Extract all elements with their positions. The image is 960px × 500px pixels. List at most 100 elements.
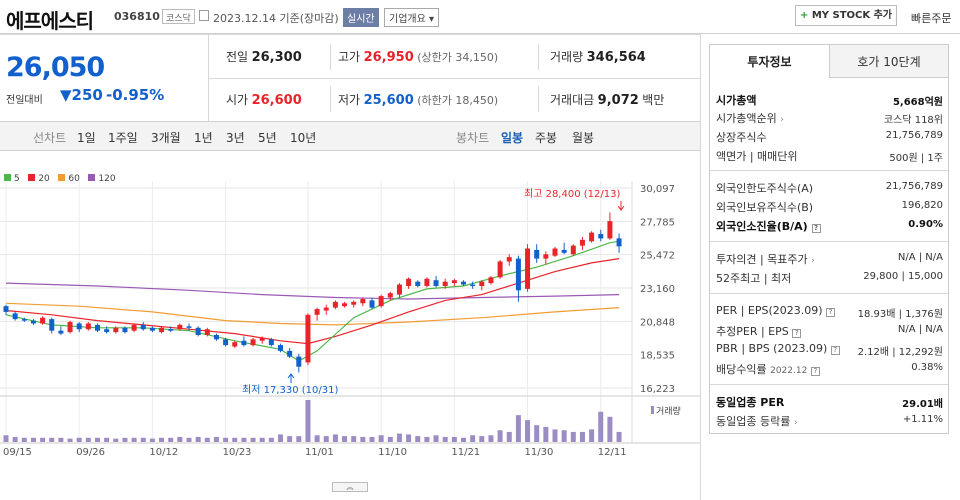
chart-scroll-handle[interactable]: ︽	[332, 482, 368, 492]
period-tab-4[interactable]: 3년	[226, 131, 245, 145]
divider	[538, 86, 539, 112]
ma20-label: 20	[38, 174, 50, 184]
volume-bar	[3, 435, 9, 442]
divider	[710, 241, 948, 242]
foreign-limit-value: 21,756,789	[885, 181, 943, 192]
stock-header	[0, 0, 960, 34]
candle-body	[67, 322, 73, 333]
volume-bar	[552, 429, 558, 442]
tab-line-chart[interactable]: 선차트	[33, 131, 67, 145]
volume-bar	[579, 431, 585, 442]
candle-body	[131, 324, 137, 331]
period-tab-6[interactable]: 10년	[290, 131, 317, 145]
candle-body	[598, 234, 604, 239]
amount-label: 거래대금	[550, 93, 595, 107]
pbr-value: 2.12배 | 12,292원	[857, 347, 943, 358]
y-tick-label: 16,223	[640, 384, 675, 395]
lower-limit: (하한가 18,450)	[417, 94, 499, 107]
ma20-swatch	[28, 174, 36, 181]
help-icon[interactable]: ?	[826, 308, 836, 317]
period-tab-5[interactable]: 5년	[258, 131, 277, 145]
volume-bar	[415, 436, 421, 442]
foreign-ratio-label: 외국인소진율(B/A) ?	[716, 218, 821, 234]
candle-body	[433, 280, 439, 286]
x-tick-label: 11/21	[451, 447, 480, 458]
chart-tab-bar	[0, 121, 700, 151]
x-tick-label: 11/10	[378, 447, 407, 458]
volume-bar	[561, 430, 567, 442]
period-tab-3[interactable]: 1년	[194, 131, 213, 145]
candle-tab-1[interactable]: 주봉	[535, 131, 558, 145]
candle-body	[396, 284, 402, 295]
x-tick-label: 12/11	[598, 447, 627, 458]
volume-bar	[607, 416, 613, 442]
divider	[208, 34, 209, 121]
market-cap-rank-label: 시가총액순위 ›	[716, 110, 784, 126]
candle-body	[488, 277, 494, 284]
candle-body	[607, 221, 613, 239]
help-icon[interactable]: ?	[811, 224, 821, 233]
help-icon[interactable]: ?	[830, 346, 840, 355]
prev-close: 전일 26,300	[226, 48, 302, 65]
candle-body	[415, 281, 421, 286]
volume-bar	[406, 434, 412, 442]
price-chart[interactable]: 30,097 27,785 25,472 23,160 20,848 18,535 16,2…	[0, 181, 700, 481]
candle-body	[332, 301, 338, 308]
candle-body	[424, 278, 430, 286]
candle-tab-0[interactable]: 일봉	[501, 131, 524, 145]
volume-bar	[67, 438, 73, 442]
prev-close-value: 26,300	[251, 50, 302, 65]
help-icon[interactable]: ?	[792, 329, 802, 338]
shares-label: 상장주식수	[716, 131, 767, 144]
high-price: 고가 26,950 (상한가 34,150)	[338, 48, 498, 65]
volume-bar	[497, 430, 503, 442]
foreign-ratio-value: 0.90%	[908, 219, 943, 230]
volume-bar	[12, 436, 18, 442]
divider	[330, 86, 331, 112]
volume-bar	[351, 436, 357, 442]
volume-bar	[149, 438, 155, 442]
arrow-right-icon[interactable]: ›	[793, 418, 798, 428]
candle-tab-2[interactable]: 월봉	[572, 131, 595, 145]
tab-candle-chart[interactable]: 봉차트	[456, 131, 490, 145]
quick-order-link[interactable]: 빠른주문	[911, 12, 952, 25]
market-cap-rank-value: 코스닥 118위	[883, 115, 943, 126]
period-tab-0[interactable]: 1일	[77, 131, 96, 145]
arrow-right-icon[interactable]: ›	[811, 256, 815, 266]
realtime-button[interactable]: 실시간	[343, 8, 379, 27]
my-stock-label: MY STOCK 추가	[811, 10, 893, 21]
volume-bar	[424, 436, 430, 442]
candle-body	[470, 284, 476, 287]
down-arrow-icon: ▼	[60, 86, 72, 104]
pbr-label: PBR | BPS (2023.09) ?	[716, 342, 840, 355]
candle-body	[442, 281, 448, 286]
volume-label: 거래량	[550, 50, 584, 64]
tab-orderbook[interactable]: 호가 10단계	[829, 44, 949, 78]
volume-bar	[76, 437, 82, 442]
high-annotation: 최고 28,400 (12/13)	[524, 188, 620, 200]
per-value: 18.93배 | 1,376원	[857, 309, 943, 320]
volume-bar	[140, 437, 146, 442]
arrow-right-icon[interactable]: ›	[780, 115, 784, 125]
corp-info-button[interactable]: 기업개요 ▾	[384, 8, 439, 27]
volume-bar	[387, 436, 393, 442]
candle-body	[451, 280, 457, 284]
candle-body	[479, 281, 485, 286]
high-label: 고가	[338, 50, 361, 64]
volume-bar	[131, 437, 137, 442]
period-tab-2[interactable]: 3개월	[151, 131, 181, 145]
candle-body	[3, 306, 9, 312]
candle-body	[259, 337, 265, 341]
change-percent: -0.95%	[106, 86, 165, 104]
sector-per-value: 29.01배	[902, 399, 943, 410]
volume-bar	[360, 436, 366, 442]
current-price: 26,050	[6, 52, 105, 83]
candle-body	[506, 257, 512, 262]
tab-invest-info[interactable]: 투자정보	[709, 44, 830, 78]
period-tab-1[interactable]: 1주일	[108, 131, 138, 145]
volume-bar	[570, 431, 576, 442]
my-stock-add-button[interactable]: + MY STOCK 추가	[795, 5, 897, 26]
help-icon[interactable]: ?	[810, 367, 820, 376]
volume-bar	[177, 436, 183, 442]
volume-bar	[470, 435, 476, 442]
